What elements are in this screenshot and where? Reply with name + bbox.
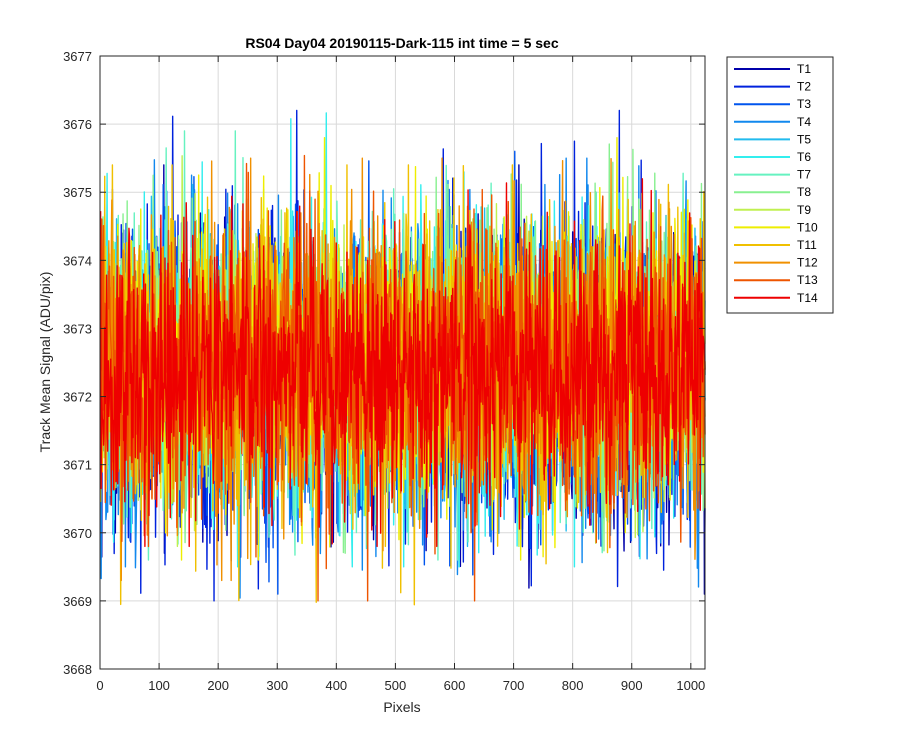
legend-label-t14: T14 — [797, 291, 818, 305]
y-tick-label: 3677 — [63, 49, 92, 64]
y-tick-label: 3669 — [63, 594, 92, 609]
legend-label-t3: T3 — [797, 97, 811, 111]
y-tick-label: 3675 — [63, 185, 92, 200]
y-tick-label: 3671 — [63, 458, 92, 473]
legend-label-t6: T6 — [797, 150, 811, 164]
legend-label-t5: T5 — [797, 132, 811, 146]
y-tick-label: 3674 — [63, 253, 92, 268]
legend-box — [726, 56, 834, 314]
x-tick-label: 1000 — [676, 678, 705, 693]
y-tick-label: 3672 — [63, 390, 92, 405]
legend-label-t7: T7 — [797, 168, 811, 182]
chart-title: RS04 Day04 20190115-Dark-115 int time = … — [245, 35, 558, 51]
x-tick-label: 600 — [444, 678, 466, 693]
series-group — [99, 109, 706, 606]
legend-label-t8: T8 — [797, 185, 811, 199]
ticks: 0 100 200 300 400 500 600 700 800 900 1000 3668 3669… — [63, 49, 705, 693]
legend: T1 T2 T3 T4 T5 T6 T7 T8 T9 T10 T11 T12 T13 T14 — [726, 56, 834, 314]
series-line-t13 — [99, 154, 706, 602]
plot-frame — [99, 55, 706, 670]
y-tick-label: 3670 — [63, 526, 92, 541]
x-tick-label: 700 — [503, 678, 525, 693]
x-tick-label: 900 — [621, 678, 643, 693]
y-tick-label: 3676 — [63, 117, 92, 132]
legend-label-t4: T4 — [797, 115, 811, 129]
legend-label-t11: T11 — [797, 238, 817, 252]
legend-label-t2: T2 — [797, 80, 811, 94]
legend-label-t1: T1 — [797, 62, 811, 76]
legend-label-t9: T9 — [797, 203, 811, 217]
x-tick-label: 0 — [96, 678, 103, 693]
legend-label-t12: T12 — [797, 256, 818, 270]
x-axis-title: Pixels — [383, 699, 420, 715]
legend-label-t13: T13 — [797, 273, 818, 287]
y-axis-title: Track Mean Signal (ADU/pix) — [37, 272, 53, 453]
x-tick-label: 200 — [207, 678, 229, 693]
x-tick-label: 400 — [325, 678, 347, 693]
y-tick-label: 3668 — [63, 662, 92, 677]
x-tick-label: 800 — [562, 678, 584, 693]
legend-label-t10: T10 — [797, 220, 818, 234]
x-tick-label: 100 — [148, 678, 170, 693]
x-tick-label: 300 — [266, 678, 288, 693]
x-tick-label: 500 — [385, 678, 407, 693]
series-line-t14 — [99, 178, 706, 548]
y-tick-label: 3673 — [63, 321, 92, 336]
